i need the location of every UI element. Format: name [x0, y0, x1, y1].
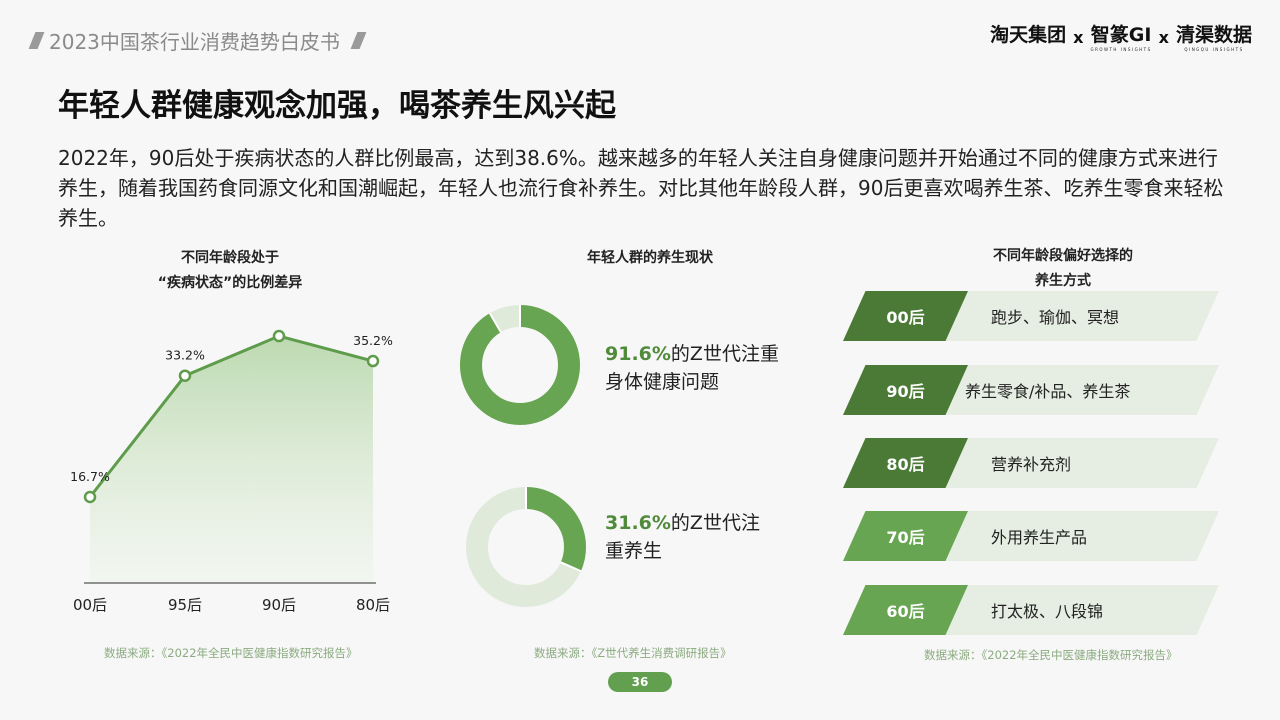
x-tick-label: 90后 — [262, 596, 296, 614]
left-chart-title-line1: 不同年龄段处于 — [181, 250, 279, 266]
right-source: 数据来源：《2022年全民中医健康指数研究报告》 — [924, 648, 1178, 662]
age-tag: 00后 — [843, 291, 968, 341]
page-title: 年轻人群健康观念加强，喝茶养生风兴起 — [58, 88, 616, 124]
x-tick-label: 95后 — [168, 596, 202, 614]
slice-separator — [488, 312, 502, 333]
donut-value-slice — [460, 305, 580, 425]
brand-logos: 淘天集团 x 智篆GI GROWTH INSIGHTS x 清渠数据 QINGQ… — [990, 26, 1252, 52]
preference-row-80: 80后 营养补充剂 — [843, 438, 1219, 488]
brand-logo-qingqu: 清渠数据 QINGQU INSIGHTS — [1176, 26, 1252, 52]
donut1-percent: 91.6% — [605, 343, 671, 365]
right-chart-title-line1: 不同年龄段偏好选择的 — [993, 248, 1133, 264]
left-source: 数据来源：《2022年全民中医健康指数研究报告》 — [104, 646, 358, 660]
preference-method: 打太极、八段锦 — [991, 602, 1104, 621]
preference-row-90: 90后 养生零食/补品、养生茶 — [843, 365, 1219, 415]
donut2-caption: 31.6%的Z世代注 重养生 — [605, 509, 760, 565]
brand-name: 淘天集团 — [990, 24, 1067, 46]
data-point — [178, 369, 192, 382]
preference-row-00: 00后 跑步、瑜伽、冥想 — [843, 291, 1219, 341]
data-label: 16.7% — [70, 469, 110, 484]
area-fill — [90, 336, 373, 583]
donut1-text-b: 身体健康问题 — [605, 371, 720, 393]
brand-separator: x — [1073, 28, 1084, 47]
data-point — [83, 490, 97, 504]
left-chart-title-line2: “疾病状态”的比例差异 — [157, 275, 303, 291]
slice-separator — [560, 561, 582, 573]
donut-chart-wellness — [466, 487, 586, 607]
report-title: 2023中国茶行业消费趋势白皮书 — [49, 30, 340, 54]
x-tick-label: 00后 — [73, 596, 107, 614]
disease-ratio-chart: 16.7% 00后 33.2% 95后 38.6% 90后 35.2% 80后 — [70, 320, 393, 614]
age-tag: 70后 — [843, 511, 968, 561]
page-number: 36 — [608, 672, 672, 692]
age-tag: 80后 — [843, 438, 968, 488]
preference-method: 养生零食/补品、养生茶 — [965, 382, 1131, 401]
preference-row-60: 60后 打太极、八段锦 — [843, 585, 1219, 635]
brand-name: 清渠数据 — [1175, 24, 1252, 46]
data-point — [272, 329, 286, 343]
middle-source: 数据来源：《Z世代养生消费调研报告》 — [534, 646, 732, 660]
right-chart-title-line2: 养生方式 — [1035, 273, 1091, 289]
data-label: 35.2% — [353, 333, 393, 348]
brand-subtitle: GROWTH INSIGHTS — [1090, 47, 1152, 52]
middle-chart-title: 年轻人群的养生现状 — [587, 250, 713, 266]
age-tag: 60后 — [843, 585, 968, 635]
brand-logo-taotian: 淘天集团 — [990, 26, 1066, 45]
age-tag: 90后 — [843, 365, 968, 415]
intro-paragraph: 2022年，90后处于疾病状态的人群比例最高，达到38.6%。越来越多的年轻人关… — [58, 146, 1224, 230]
series-line — [88, 334, 374, 498]
brand-name: 智篆GI — [1090, 24, 1152, 46]
donut2-text-a: 的Z世代注 — [670, 512, 760, 534]
x-tick-label: 80后 — [356, 596, 390, 614]
data-label: 33.2% — [165, 348, 205, 363]
slash-decoration — [28, 32, 45, 49]
brand-logo-zhizhuan: 智篆GI GROWTH INSIGHTS — [1090, 26, 1151, 52]
donut2-text-b: 重养生 — [605, 540, 663, 562]
preference-method: 外用养生产品 — [991, 528, 1088, 547]
data-label: 38.6% — [259, 320, 299, 323]
brand-subtitle: QINGQU INSIGHTS — [1184, 47, 1244, 52]
left-chart-title: 不同年龄段处于 “疾病状态”的比例差异 — [120, 246, 340, 296]
right-chart-title: 不同年龄段偏好选择的 养生方式 — [943, 244, 1183, 294]
donut-chart-health — [460, 305, 580, 425]
donut2-percent: 31.6% — [605, 512, 671, 534]
brand-separator: x — [1158, 28, 1169, 47]
preference-method: 跑步、瑜伽、冥想 — [991, 308, 1120, 327]
data-point — [366, 354, 380, 368]
report-title-bar: 2023中国茶行业消费趋势白皮书 — [28, 26, 367, 55]
slash-decoration — [350, 32, 367, 49]
donut1-caption: 91.6%的Z世代注重 身体健康问题 — [605, 340, 779, 396]
donut1-text-a: 的Z世代注重 — [670, 343, 779, 365]
preference-row-70: 70后 外用养生产品 — [843, 511, 1219, 561]
preference-method: 营养补充剂 — [991, 455, 1072, 474]
